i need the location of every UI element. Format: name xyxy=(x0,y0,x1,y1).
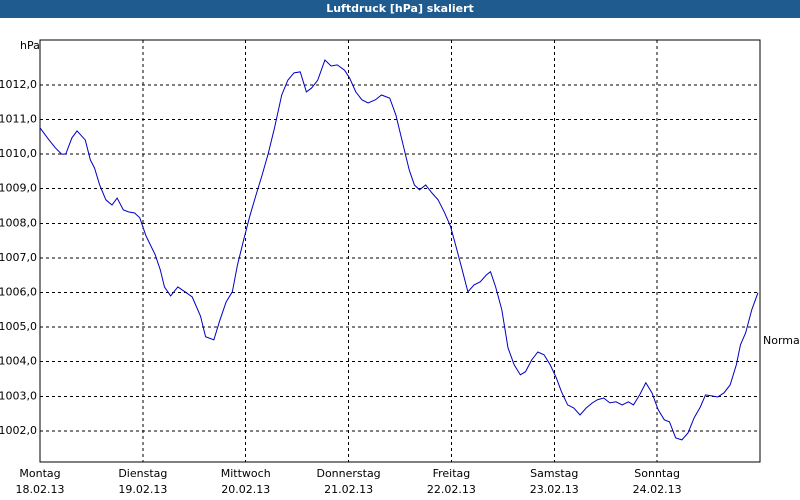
pressure-line xyxy=(39,59,759,441)
y-tick-label: 1004,0 xyxy=(0,355,37,368)
x-tick-date: 20.02.13 xyxy=(221,483,270,496)
y-tick-label: 1011,0 xyxy=(0,113,37,126)
y-tick-label: 1005,0 xyxy=(0,320,37,333)
y-tick-label: 1002,0 xyxy=(0,424,37,437)
x-tick-date: 21.02.13 xyxy=(324,483,373,496)
x-tick-date: 22.02.13 xyxy=(427,483,476,496)
y-tick-label: 1006,0 xyxy=(0,286,37,299)
x-tick-label: Freitag xyxy=(433,467,471,480)
y-tick-label: 1003,0 xyxy=(0,389,37,402)
y-tick-label: 1008,0 xyxy=(0,216,37,229)
y-axis-unit: hPa xyxy=(20,39,40,52)
x-tick-label: Mittwoch xyxy=(221,467,271,480)
annotation: Normal xyxy=(763,334,800,347)
x-tick-label: Dienstag xyxy=(118,467,167,480)
y-tick-label: 1009,0 xyxy=(0,182,37,195)
plot-frame xyxy=(39,39,761,463)
x-tick-label: Montag xyxy=(19,467,60,480)
x-tick-date: 24.02.13 xyxy=(633,483,682,496)
x-tick-label: Samstag xyxy=(530,467,578,480)
y-tick-label: 1012,0 xyxy=(0,78,37,91)
x-tick-label: Donnerstag xyxy=(316,467,380,480)
chart: hPa 1002,0 1003,0 1004,0 1005,0 1006,0 1007,0… xyxy=(0,39,800,496)
x-tick-date: 18.02.13 xyxy=(16,483,65,496)
x-tick-date: 23.02.13 xyxy=(530,483,579,496)
x-tick-date: 19.02.13 xyxy=(118,483,167,496)
x-tick-label: Sonntag xyxy=(634,467,680,480)
y-tick-label: 1007,0 xyxy=(0,251,37,264)
window-title: Luftdruck [hPa] skaliert xyxy=(0,0,800,18)
y-tick-label: 1010,0 xyxy=(0,147,37,160)
